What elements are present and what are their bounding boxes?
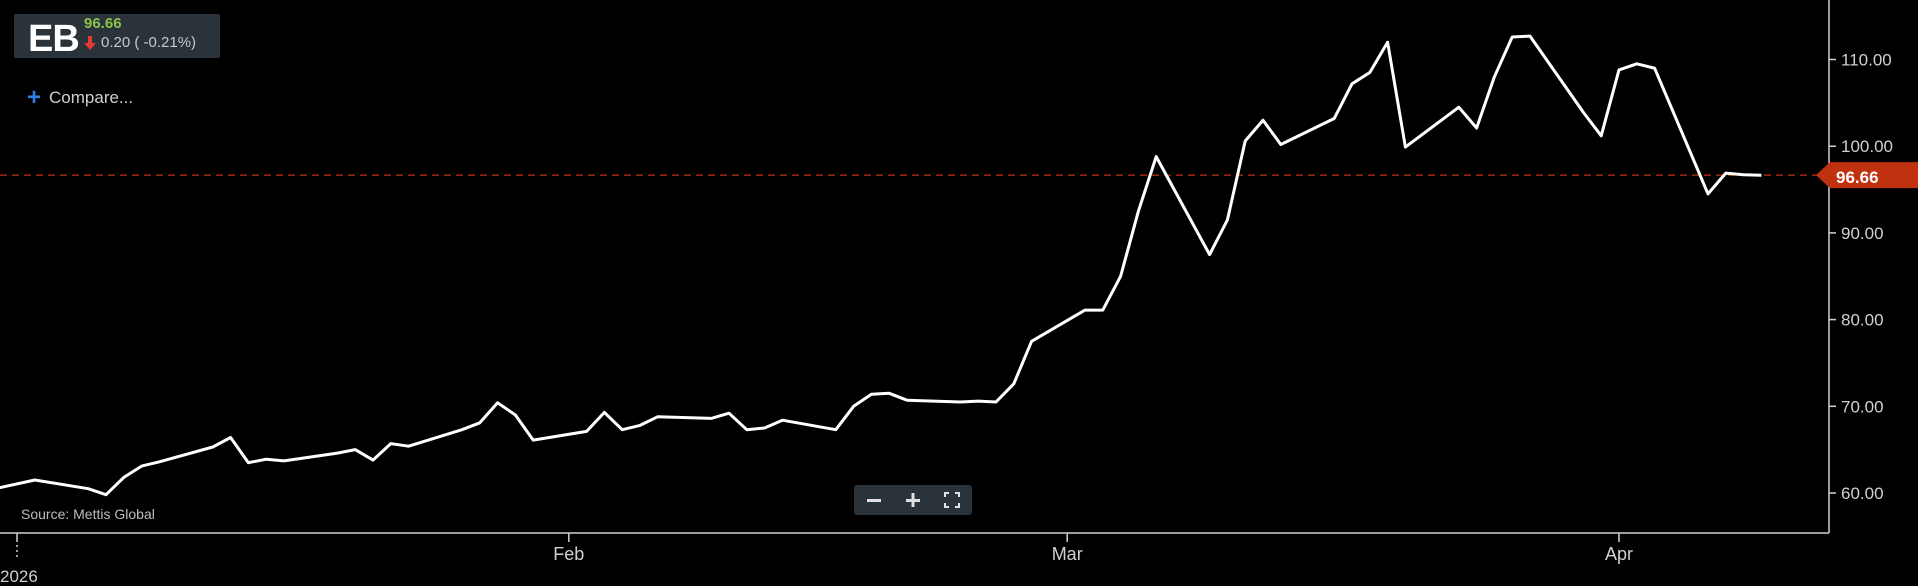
- fullscreen-button[interactable]: [933, 485, 972, 515]
- x-axis: 2026 Feb Mar Apr: [0, 532, 1829, 586]
- plus-icon: [905, 493, 920, 507]
- ticker-change: 0.20 ( -0.21%): [84, 34, 196, 51]
- y-tick-label: 110.00: [1841, 51, 1892, 70]
- y-tick-label: 90.00: [1841, 224, 1884, 243]
- zoom-controls: [854, 485, 972, 515]
- x-tick-label: 2026: [0, 567, 38, 586]
- ticker-price: 96.66: [84, 15, 122, 32]
- compare-button[interactable]: + Compare...: [27, 84, 134, 111]
- down-arrow-icon: [84, 35, 96, 50]
- x-tick-label: Apr: [1605, 544, 1633, 564]
- x-tick-label: Mar: [1052, 544, 1083, 564]
- zoom-out-button[interactable]: [854, 485, 893, 515]
- compare-label: Compare...: [49, 88, 134, 107]
- y-tick-label: 80.00: [1841, 311, 1884, 330]
- x-tick-label: Feb: [553, 544, 584, 564]
- ticker-symbol: EB: [28, 18, 80, 60]
- source-label: Source: Mettis Global: [21, 506, 155, 522]
- y-tick-label: 100.00: [1841, 137, 1893, 156]
- y-tick-label: 70.00: [1841, 397, 1884, 416]
- ticker-change-text: 0.20 ( -0.21%): [101, 34, 197, 51]
- y-tick-label: 60.00: [1841, 484, 1884, 503]
- minus-icon: [866, 499, 881, 502]
- price-series-line: [0, 34, 1762, 497]
- last-price-tag-text: 96.66: [1836, 168, 1879, 187]
- ticker-box: EB 96.66 0.20 ( -0.21%): [14, 14, 220, 58]
- zoom-in-button[interactable]: [893, 485, 932, 515]
- last-price-tag: [1816, 162, 1918, 189]
- y-axis: 60.00 70.00 80.00 90.00 100.00 110.00: [1828, 0, 1893, 533]
- plus-icon: +: [27, 84, 42, 111]
- fullscreen-icon: [944, 492, 961, 508]
